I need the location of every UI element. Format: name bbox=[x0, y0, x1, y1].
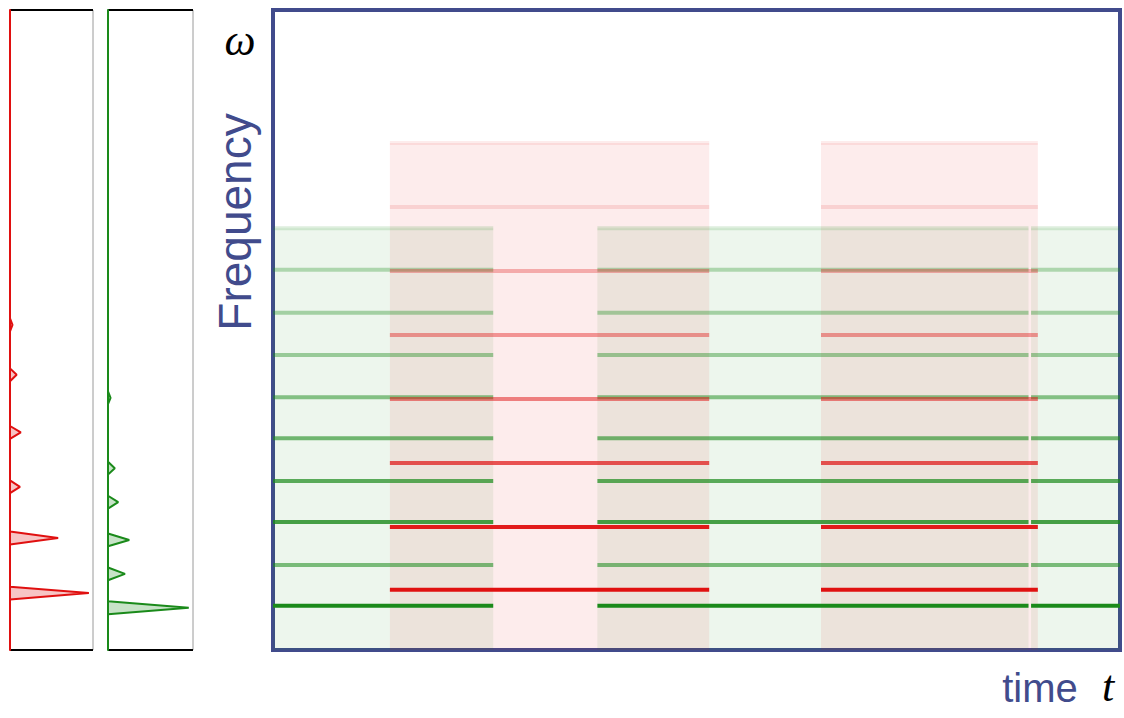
svg-text:Frequency: Frequency bbox=[209, 113, 261, 330]
svg-text:time: time bbox=[1002, 666, 1078, 710]
svg-text:t: t bbox=[1102, 662, 1116, 711]
svg-text:ω: ω bbox=[224, 16, 255, 65]
